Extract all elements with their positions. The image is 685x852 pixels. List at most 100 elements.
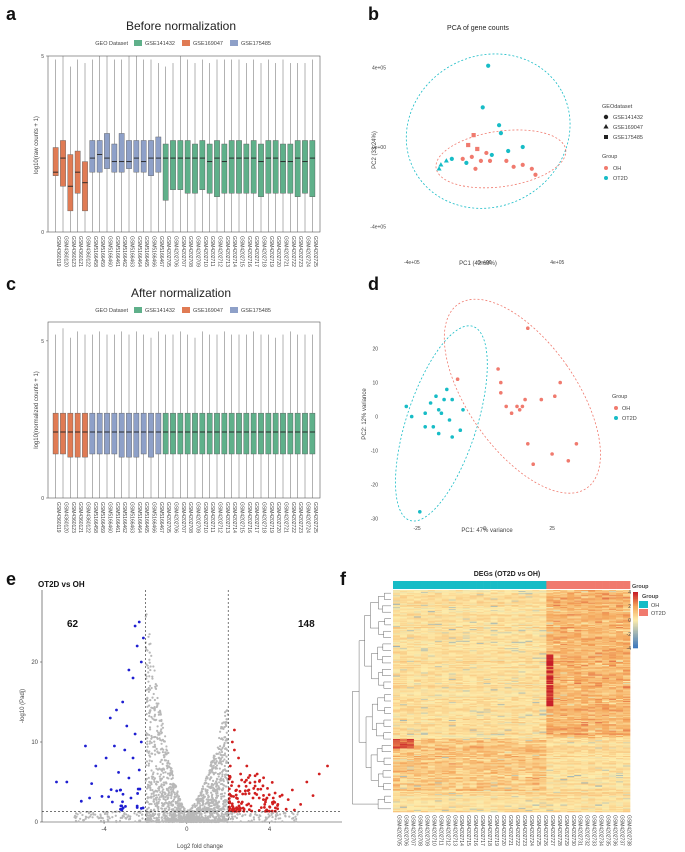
point-ns	[146, 796, 149, 799]
panel-a-legend-swatch-3	[230, 40, 238, 46]
point-ns	[216, 802, 219, 806]
point-ns	[204, 789, 207, 793]
panel-a-title: Before normalization	[126, 19, 236, 33]
point-up	[286, 798, 290, 801]
point-ns	[212, 811, 216, 814]
annotation-ot2d	[539, 581, 547, 589]
point-ns	[238, 812, 242, 816]
point-ns	[148, 651, 151, 654]
point-ns	[198, 813, 201, 817]
point-up	[256, 787, 260, 791]
point-ns	[171, 804, 175, 807]
point-ns	[204, 779, 207, 782]
point-ns	[164, 771, 167, 774]
point-down	[120, 808, 124, 812]
panel-e-title: OT2D vs OH	[38, 580, 85, 589]
annotation-ot2d	[448, 581, 457, 589]
point-ns	[210, 799, 213, 802]
x-tick-label: GSM4202711	[209, 236, 215, 267]
point-up	[264, 798, 268, 802]
box-GSM5166466	[148, 412, 154, 458]
point-down	[127, 776, 131, 780]
point-ns	[150, 769, 153, 772]
box-GSM4202714	[228, 140, 235, 194]
point-ns	[218, 745, 222, 748]
point-ns	[212, 766, 215, 769]
point-ns	[185, 817, 188, 820]
point-ns	[125, 813, 128, 816]
x-tick-label: GSM5166467	[158, 236, 164, 267]
point-ns	[177, 809, 180, 812]
point-ns	[157, 793, 160, 796]
point-ns	[221, 819, 224, 822]
x-tick-label: GSM5166466	[151, 236, 157, 267]
x-tick-label: GSM5166464	[136, 502, 142, 533]
point-ot2d	[445, 387, 449, 392]
point-ns	[87, 810, 90, 814]
point-up	[284, 807, 288, 811]
point-ns	[148, 733, 151, 737]
point-ot2d	[439, 411, 444, 416]
point-ns	[123, 811, 126, 815]
panel-b-legend-shape-square	[604, 135, 608, 139]
point-ns	[217, 820, 220, 824]
point-ns	[216, 752, 220, 755]
point-ns	[220, 763, 223, 766]
point-ns	[96, 815, 99, 818]
point-ns	[212, 800, 215, 803]
point-ns	[210, 764, 213, 767]
point-ns	[145, 777, 148, 780]
x-tick-label: GSM4202722	[290, 236, 296, 267]
point-ns	[118, 810, 121, 814]
point-ns	[218, 808, 221, 811]
point-ns	[154, 685, 157, 688]
x-tick-label: GSM4202713	[224, 236, 230, 267]
point-ot2d	[506, 148, 511, 154]
point-ns	[147, 764, 150, 767]
ellipse-oh	[443, 298, 601, 494]
point-ns	[164, 759, 168, 762]
box-GSM4202723	[294, 140, 301, 197]
point-down	[117, 771, 120, 774]
point-up	[259, 787, 263, 791]
y-tick-label: 20	[31, 660, 38, 666]
point-ot2d	[450, 435, 455, 439]
point-ns	[146, 785, 150, 788]
point-ns	[148, 658, 151, 661]
point-ns	[152, 798, 155, 801]
point-ns	[102, 819, 105, 822]
point-up	[326, 764, 329, 768]
box-GSM4202712	[214, 412, 220, 455]
point-up	[247, 792, 251, 795]
point-ns	[147, 806, 150, 809]
point-ns	[211, 771, 215, 774]
point-ns	[217, 762, 220, 765]
point-oh	[478, 158, 484, 163]
point-up	[276, 804, 279, 807]
x-tick-label: GSM4202716	[246, 502, 252, 533]
box-GSM4202715	[236, 140, 242, 194]
point-down	[115, 708, 118, 712]
point-up	[247, 802, 251, 806]
point-ns	[177, 814, 180, 817]
point-ns	[81, 813, 84, 817]
annotation-oh	[602, 581, 610, 589]
point-ns	[151, 677, 154, 680]
point-ns	[196, 800, 199, 803]
point-ns	[148, 675, 151, 678]
point-down	[131, 756, 135, 760]
point-ns	[293, 819, 296, 822]
point-ns	[148, 811, 151, 814]
annotation-ot2d	[497, 581, 505, 589]
box-GSM4360123	[67, 412, 74, 458]
point-ns	[159, 777, 162, 781]
point-ns	[147, 762, 151, 765]
point-ns	[148, 711, 151, 714]
point-ns	[148, 759, 151, 762]
point-ns	[218, 817, 221, 821]
point-ns	[225, 785, 228, 788]
x-tick-label: GSM5166464	[136, 236, 142, 267]
point-ns	[180, 805, 183, 808]
x-tick-label: 0	[483, 526, 486, 532]
point-ns	[155, 705, 158, 709]
